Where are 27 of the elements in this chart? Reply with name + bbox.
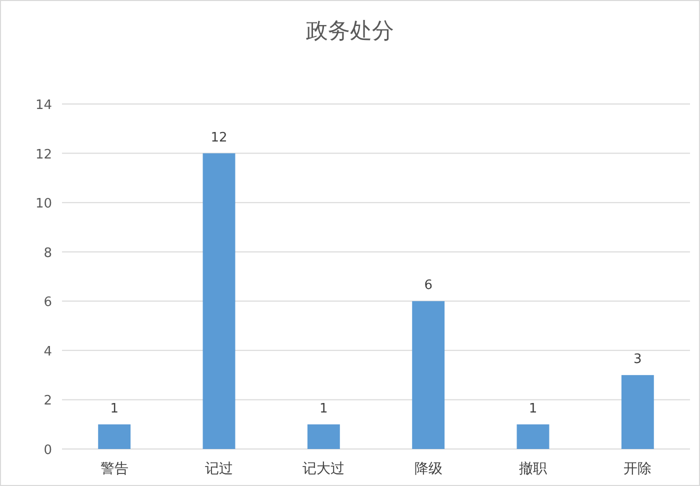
bar: [621, 375, 654, 449]
x-tick-label: 记过: [205, 461, 233, 477]
data-label: 6: [424, 278, 432, 294]
bar: [412, 301, 445, 449]
y-tick-label: 10: [35, 196, 52, 212]
bar: [307, 424, 340, 449]
y-tick-label: 14: [35, 98, 52, 113]
x-tick-label: 开除: [624, 461, 652, 477]
x-tick-label: 降级: [414, 461, 442, 477]
y-tick-label: 12: [35, 147, 52, 162]
y-tick-label: 6: [44, 295, 52, 310]
data-label: 1: [528, 401, 538, 416]
data-label: 1: [320, 401, 328, 416]
bar: [202, 153, 236, 449]
x-tick-label: 撤职: [519, 461, 547, 477]
y-tick-label: 0: [44, 443, 52, 458]
y-tick-label: 8: [44, 246, 52, 261]
data-label: 3: [634, 352, 642, 368]
x-tick-label: 记大过: [302, 461, 345, 477]
x-tick-label: 警告: [100, 461, 128, 477]
data-label: 12: [210, 130, 228, 146]
y-tick-label: 4: [44, 344, 52, 360]
bar: [516, 424, 550, 449]
data-label: 1: [110, 401, 118, 416]
y-tick-label: 2: [44, 394, 52, 409]
bar: [98, 424, 131, 449]
chart-title: 政务处分: [306, 19, 394, 44]
